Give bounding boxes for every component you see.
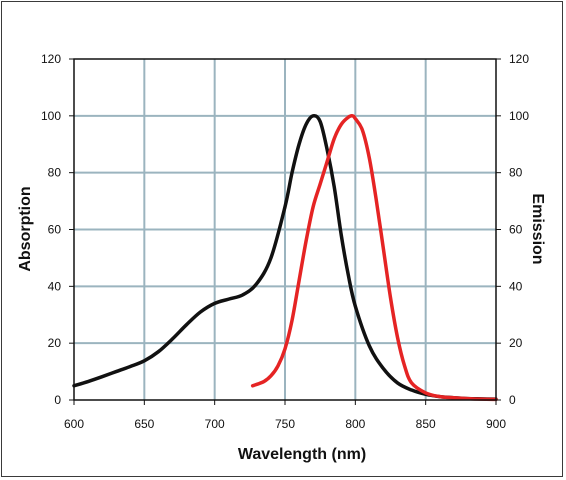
x-tick-label: 800 bbox=[345, 417, 365, 431]
emission-curve bbox=[250, 114, 498, 402]
x-tick-label: 900 bbox=[486, 417, 506, 431]
x-tick-label: 750 bbox=[275, 417, 295, 431]
axes bbox=[69, 58, 501, 405]
x-tick-label: 700 bbox=[205, 417, 225, 431]
x-tick-label: 600 bbox=[64, 417, 84, 431]
y-tick-label-right: 40 bbox=[509, 279, 523, 293]
absorption-curve bbox=[72, 113, 498, 401]
y-axis-title-left: Absorption bbox=[17, 186, 34, 271]
series bbox=[72, 113, 498, 402]
x-tick-label: 650 bbox=[134, 417, 154, 431]
y-tick-label-left: 80 bbox=[48, 166, 62, 180]
y-tick-label-right: 0 bbox=[509, 393, 516, 407]
y-tick-label-right: 60 bbox=[509, 223, 523, 237]
y-tick-label-left: 60 bbox=[48, 223, 62, 237]
y-tick-label-left: 20 bbox=[48, 336, 62, 350]
y-tick-label-right: 100 bbox=[509, 109, 529, 123]
y-tick-label-left: 0 bbox=[54, 393, 61, 407]
y-tick-label-right: 20 bbox=[509, 336, 523, 350]
plot-area-border bbox=[73, 58, 497, 401]
x-tick-label: 850 bbox=[416, 417, 436, 431]
y-tick-label-left: 100 bbox=[41, 109, 61, 123]
y-tick-label-right: 80 bbox=[509, 166, 523, 180]
y-tick-label-right: 120 bbox=[509, 52, 529, 66]
y-axis-title-right: Emission bbox=[529, 193, 546, 264]
y-tick-label-left: 120 bbox=[41, 52, 61, 66]
y-tick-label-left: 40 bbox=[48, 279, 62, 293]
tick-labels: 600 650 700 750 800 850 9000204060801001200204… bbox=[41, 52, 529, 431]
x-axis-title: Wavelength (nm) bbox=[238, 446, 366, 463]
